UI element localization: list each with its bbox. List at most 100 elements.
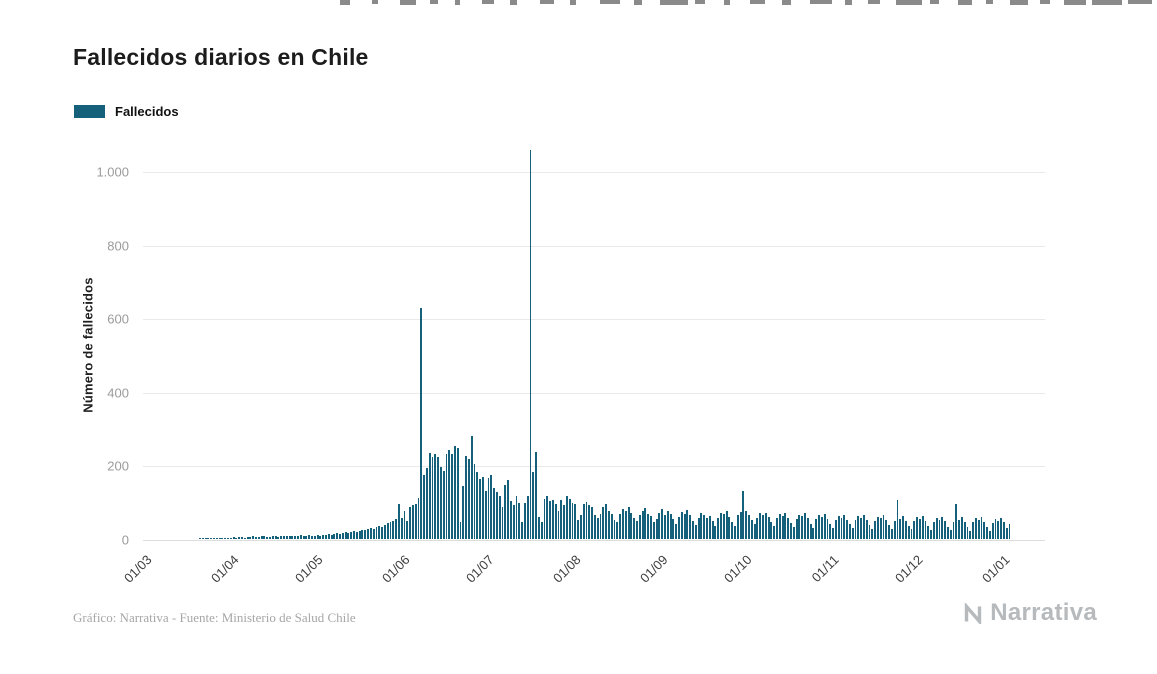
bar — [221, 537, 224, 539]
bar — [400, 518, 403, 539]
bar — [896, 500, 899, 539]
bar — [546, 495, 549, 539]
bar — [442, 471, 445, 539]
bar — [683, 513, 686, 539]
bar — [860, 518, 862, 539]
bar — [932, 521, 935, 539]
bar — [871, 528, 874, 539]
bar — [902, 515, 905, 539]
bar — [434, 454, 437, 539]
gridline — [143, 540, 1045, 541]
bar — [762, 515, 764, 539]
bar — [980, 517, 983, 539]
bar — [392, 520, 395, 539]
x-axis-tick-label: 01/10 — [720, 552, 755, 586]
bar — [658, 512, 661, 539]
x-axis-tick-label: 01/08 — [549, 552, 584, 586]
legend-label: Fallecidos — [115, 104, 179, 119]
bar — [876, 516, 879, 539]
bar — [406, 520, 409, 539]
x-axis-tick-label: 01/11 — [808, 552, 842, 585]
bar — [571, 502, 574, 539]
bar — [994, 518, 997, 539]
bar — [832, 527, 834, 539]
bar — [966, 526, 969, 539]
bar — [470, 436, 473, 539]
bar — [661, 509, 664, 539]
bar — [619, 514, 622, 539]
bar — [325, 534, 327, 539]
bar — [885, 520, 888, 539]
bar — [874, 520, 876, 539]
bar — [988, 530, 991, 539]
x-axis-tick-label: 01/05 — [292, 552, 326, 586]
bar — [414, 503, 417, 539]
bar — [423, 475, 425, 539]
gridline — [143, 319, 1045, 321]
bar — [1000, 517, 1003, 539]
x-axis-tick-label: 01/12 — [891, 552, 926, 586]
plot-area: 0 200 400 600 800 1.000 01/03 01/04 01/05 01/06 01… — [96, 150, 1045, 586]
bar — [507, 480, 510, 539]
bar — [599, 513, 602, 539]
narrativa-logo-text: Narrativa — [990, 599, 1097, 626]
bar — [229, 537, 232, 539]
bar — [397, 504, 400, 539]
bar — [882, 515, 885, 539]
bar — [610, 513, 613, 539]
bar — [339, 534, 341, 539]
bar — [249, 536, 252, 539]
bar — [678, 516, 680, 539]
bar — [717, 517, 720, 539]
bar — [711, 521, 714, 539]
bar — [722, 513, 725, 539]
bar — [958, 519, 961, 539]
x-axis-tick-label: 01/07 — [463, 552, 497, 586]
bar — [930, 529, 933, 539]
bar — [644, 507, 647, 539]
bar — [773, 526, 776, 539]
bar — [521, 522, 524, 539]
bar — [812, 527, 815, 539]
source-credit: Gráfico: Narrativa - Fuente: Ministerio … — [73, 610, 356, 625]
bar — [801, 516, 804, 539]
bar — [319, 535, 322, 539]
bar — [484, 491, 487, 539]
bar — [367, 528, 369, 539]
bar — [409, 506, 411, 539]
bar — [215, 538, 218, 539]
bar — [829, 523, 832, 539]
bar — [652, 522, 655, 539]
bar — [487, 478, 490, 539]
y-axis-tick-label: 800 — [107, 238, 129, 254]
bar — [526, 495, 529, 539]
y-axis-tick-label: 400 — [107, 385, 129, 401]
bar — [330, 534, 333, 539]
bar — [291, 536, 294, 539]
bar — [448, 449, 451, 539]
bar — [890, 529, 893, 539]
bar — [806, 518, 809, 539]
bar — [893, 520, 896, 539]
bar — [745, 511, 748, 539]
bar — [708, 516, 711, 539]
bar — [294, 536, 297, 539]
bar — [585, 501, 588, 539]
bar — [655, 518, 658, 539]
bar — [313, 536, 316, 539]
bar — [490, 474, 493, 539]
bar — [602, 506, 605, 539]
bar — [843, 514, 846, 539]
bar — [672, 519, 675, 539]
x-axis-tick-label: 01/09 — [636, 552, 671, 586]
bar — [770, 522, 773, 539]
bar — [218, 537, 221, 539]
bar — [481, 476, 484, 539]
bar — [537, 517, 540, 539]
bar — [512, 505, 515, 539]
bar — [748, 514, 750, 539]
bar — [204, 538, 207, 539]
y-axis-tick-label: 0 — [121, 532, 129, 548]
bar — [369, 527, 372, 539]
gridline — [143, 172, 1045, 173]
